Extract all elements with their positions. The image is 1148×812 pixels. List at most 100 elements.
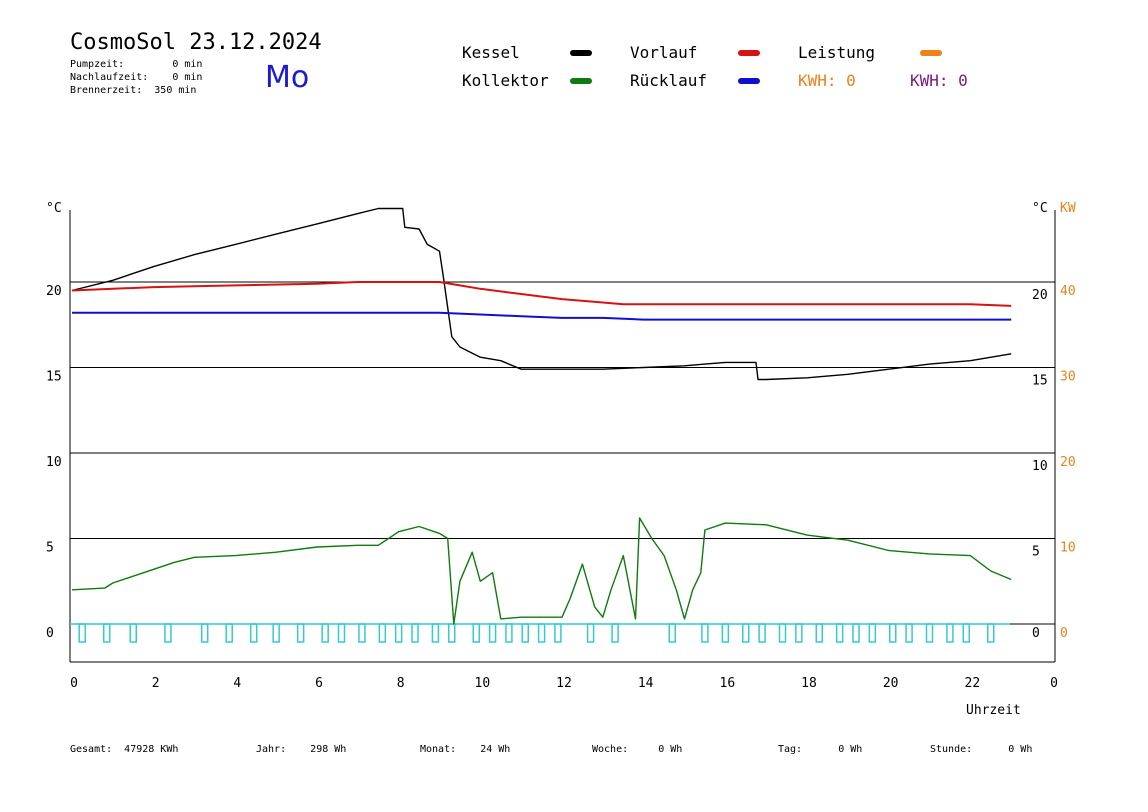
x-tick-10-5: 10 [475,676,491,691]
pump-pulse-34 [852,623,860,643]
y-right-tick-20: 20 [1032,288,1048,303]
pump-pulse-33 [835,623,844,643]
pump-pulse-18 [488,623,497,643]
pump-pulse-7 [272,623,280,643]
legend-vorlauf-swatch [738,50,760,56]
pump-pulse-14 [411,623,419,643]
pump-pulse-9 [321,623,329,643]
x-tick-12-6: 12 [556,676,572,691]
pump-pulse-31 [795,623,803,643]
legend-vorlauf: Vorlauf [630,43,698,62]
pumpzeit-label: Pumpzeit: 0 min [70,59,203,70]
pump-pulse-40 [962,623,970,643]
pump-pulse-6 [249,623,258,643]
pump-pulse-29 [758,623,766,643]
x-tick-22-11: 22 [965,676,981,691]
x-tick-4-2: 4 [233,676,241,691]
y-right-kw-tick-0: 0 [1060,626,1068,641]
x-axis-label: Uhrzeit [966,703,1021,718]
pump-pulse-32 [815,623,823,643]
pump-pulse-37 [905,623,913,643]
brennerzeit-label: Brennerzeit: 350 min [70,85,197,96]
y-left-tick-10: 10 [46,455,62,470]
y-axis-label-right: °C [1032,201,1048,216]
x-tick-2-1: 2 [152,676,160,691]
y-right-tick-15: 15 [1032,374,1048,389]
y-left-tick-0: 0 [46,626,54,641]
y-left-tick-5: 5 [46,541,54,556]
grid-lines [70,281,1055,539]
pump-pulse-25 [668,623,676,643]
legend-kollektor: Kollektor [462,71,549,90]
pump-pulse-35 [868,623,877,643]
x-tick-0-12: 0 [1050,676,1058,691]
pump-pulse-21 [537,623,546,643]
chart-axes [69,210,1056,663]
legend-kessel: Kessel [462,43,520,62]
pump-pulse-39 [946,623,954,643]
x-tick-16-8: 16 [720,676,736,691]
series-vorlauf [71,281,1012,307]
pump-pulses [70,623,1010,643]
pump-pulse-27 [721,623,730,643]
x-tick-6-3: 6 [315,676,323,691]
data-series [71,207,1012,625]
legend-kwh-leistung: KWH: 0 [798,71,856,90]
pump-pulse-17 [472,623,480,643]
legend-kollektor-swatch [570,78,592,84]
tick-labels: 0 2 4 6 8 10 12 14 16 18 20 22 0 0 5 10 15 20 0 5 10 15 20 0 10 2… [46,284,1076,691]
pump-pulse-3 [164,623,172,643]
x-tick-20-10: 20 [883,676,899,691]
pump-pulse-5 [225,623,233,643]
weekday-label: Mo [265,60,310,95]
pump-pulse-1 [102,623,111,643]
pump-pulse-30 [778,623,787,643]
x-tick-8-4: 8 [397,676,405,691]
series-kessel [71,207,1012,381]
y-left-tick-20: 20 [46,284,62,299]
y-right-kw-tick-40: 40 [1060,284,1076,299]
legend-leistung: Leistung [798,43,876,62]
pump-pulse-13 [394,623,403,643]
pump-pulse-22 [554,623,562,643]
pump-pulse-36 [889,623,897,643]
pump-pulse-23 [586,623,595,643]
footer-gesamt: Gesamt: 47928 KWh [70,744,179,755]
pump-pulse-12 [378,623,387,643]
y-right-kw-tick-30: 30 [1060,370,1076,385]
y-axis-label-right-kw: KW [1060,201,1076,216]
pump-pulse-41 [987,623,995,643]
pump-pulse-19 [505,623,513,643]
pump-pulse-24 [611,623,619,643]
legend-ruecklauf-swatch [738,78,760,84]
footer-monat: Monat: 24 Wh [420,744,511,755]
pump-pulse-26 [701,623,709,643]
legend-leistung-swatch [920,50,942,56]
y-left-tick-15: 15 [46,370,62,385]
x-tick-18-9: 18 [801,676,817,691]
y-right-kw-tick-20: 20 [1060,455,1076,470]
footer-woche: Woche: 0 Wh [592,744,683,755]
pump-pulse-2 [129,623,137,643]
y-axis-label-left: °C [46,201,62,216]
x-tick-14-7: 14 [638,676,654,691]
legend-ruecklauf: Rücklauf [630,71,708,90]
y-right-kw-tick-10: 10 [1060,541,1076,556]
footer-stunde: Stunde: 0 Wh [930,744,1033,755]
pump-pulse-4 [200,623,209,643]
series-ruecklauf [72,311,1012,321]
pump-pulse-28 [742,623,750,643]
nachlaufzeit-label: Nachlaufzeit: 0 min [70,72,203,83]
pump-pulse-0 [78,623,86,643]
series-kollektor [71,517,1012,625]
legend-kessel-swatch [570,50,592,56]
footer-tag: Tag: 0 Wh [778,744,863,755]
footer-jahr: Jahr: 298 Wh [256,744,347,755]
y-right-tick-5: 5 [1032,545,1040,560]
pump-pulse-10 [337,623,346,643]
y-right-tick-0: 0 [1032,626,1040,641]
x-tick-0-0: 0 [70,676,78,691]
pump-pulse-20 [521,623,529,643]
pump-pulse-16 [448,623,456,643]
